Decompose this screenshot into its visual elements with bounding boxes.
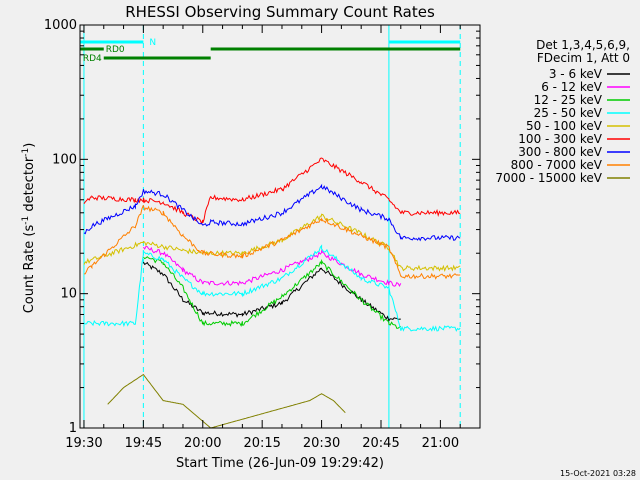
series-line-300-800-kev (83, 183, 461, 242)
series-line-25-50-kev (83, 244, 461, 332)
marker-lines (83, 25, 461, 428)
x-tick-label: 20:00 (184, 436, 221, 451)
legend-label-6-12-kev: 6 - 12 keV (541, 80, 603, 94)
legend-label-100-300-kev: 100 - 300 keV (518, 132, 602, 146)
y-axis-label: Count Rate (s-1 detector-1) (21, 143, 37, 314)
series-line-12-25-kev (143, 256, 402, 329)
plot-frame (79, 24, 481, 429)
legend-label-300-800-kev: 300 - 800 keV (518, 145, 602, 159)
series-line-800-7000-kev (83, 205, 461, 280)
series-line-3-6-kev (142, 261, 401, 322)
status-label-n: N (149, 38, 156, 48)
legend-label-3-6-kev: 3 - 6 keV (549, 67, 603, 81)
y-tick-label: 10 (60, 287, 77, 302)
legend-label-800-7000-kev: 800 - 7000 keV (511, 158, 603, 172)
legend-label-50-100-kev: 50 - 100 keV (526, 119, 603, 133)
status-bars: N RD0 RD4 (80, 38, 461, 64)
legend-header-line-1: Det 1,3,4,5,6,9, (536, 38, 630, 52)
series-line-100-300-kev (83, 157, 461, 226)
legend-label-25-50-kev: 25 - 50 keV (534, 106, 603, 120)
legend-header-line-2: FDecim 1, Att 0 (537, 51, 630, 65)
chart-title: RHESSI Observing Summary Count Rates (125, 3, 435, 21)
series-line-6-12-kev (143, 245, 402, 287)
series-line-7000-15000-kev (107, 373, 346, 429)
x-tick-label: 20:45 (362, 436, 399, 451)
x-tick-label: 20:30 (303, 436, 340, 451)
y-tick-label: 100 (52, 152, 77, 167)
series-layer (83, 157, 461, 429)
footer-timestamp: 15-Oct-2021 03:28 (560, 469, 636, 478)
series-line-50-100-kev (83, 213, 461, 272)
x-tick-label: 19:45 (125, 436, 162, 451)
legend-label-7000-15000-kev: 7000 - 15000 keV (495, 171, 602, 185)
y-tick-label: 1 (69, 421, 77, 436)
legend: Det 1,3,4,5,6,9, FDecim 1, Att 0 3 - 6 k… (495, 38, 630, 185)
y-tick-label: 1000 (44, 18, 77, 33)
x-tick-label: 20:15 (243, 436, 280, 451)
x-tick-label: 19:30 (65, 436, 102, 451)
axis-ticks: 19:30 19:45 20:00 20:15 20:30 20:45 21:00 1 10 10… (44, 18, 481, 451)
x-tick-label: 21:00 (422, 436, 459, 451)
legend-label-12-25-kev: 12 - 25 keV (534, 93, 603, 107)
x-axis-label: Start Time (26-Jun-09 19:29:42) (176, 456, 384, 471)
status-label-rd0: RD0 (106, 45, 125, 55)
status-label-rd4: RD4 (83, 54, 102, 64)
